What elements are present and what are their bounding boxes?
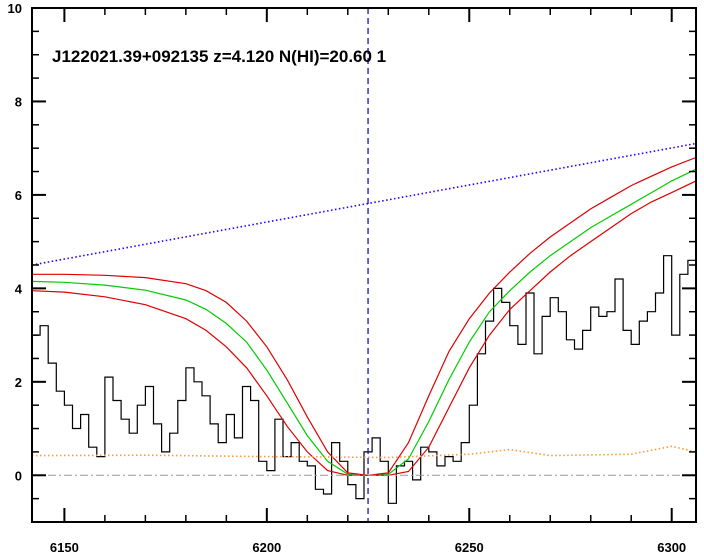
axis-ticks: 6150 6200 6250 6300 0 2 4 6 8 10 xyxy=(8,1,696,555)
series-model-lower xyxy=(31,180,697,476)
y-tick-label: 6 xyxy=(15,188,22,203)
series-error xyxy=(31,445,697,459)
y-tick-label: 0 xyxy=(15,468,22,483)
y-tick-label: 2 xyxy=(15,375,22,390)
series-layer xyxy=(31,142,697,504)
plot-frame xyxy=(31,7,697,523)
series-flux xyxy=(32,255,696,504)
y-tick-label: 4 xyxy=(15,281,23,296)
series-model-best xyxy=(31,168,697,476)
x-tick-label: 6150 xyxy=(50,540,79,555)
x-tick-label: 6250 xyxy=(455,540,484,555)
x-tick-label: 6300 xyxy=(657,540,686,555)
series-model-upper xyxy=(32,156,697,476)
y-tick-label: 8 xyxy=(15,94,22,109)
x-tick-label: 6200 xyxy=(252,540,281,555)
series-continuum xyxy=(31,142,697,266)
chart-title: J122021.39+092135 z=4.120 N(HI)=20.60 1 xyxy=(52,47,386,66)
y-tick-label: 10 xyxy=(8,1,22,16)
